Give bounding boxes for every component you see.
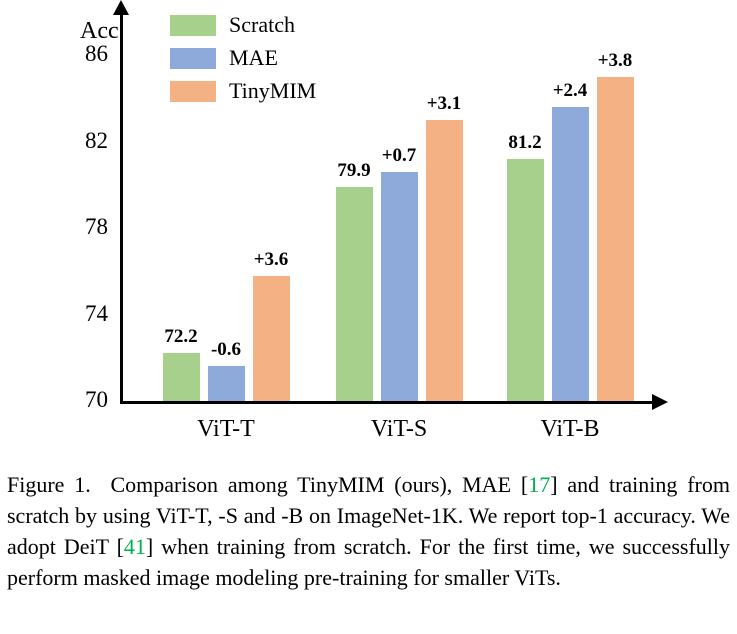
y-axis-arrow-icon [113,0,129,15]
y-tick-label: 82 [85,127,108,153]
figure-caption: Figure 1. Comparison among TinyMIM (ours… [7,469,730,593]
y-tick-label: 86 [85,41,108,67]
x-tick-label: ViT-B [540,416,600,442]
caption-text: Figure 1. Comparison among TinyMIM (ours… [7,472,529,497]
legend-item-tinymim: TinyMIM [170,80,316,102]
x-tick-label: ViT-S [370,416,428,442]
bar-value-label: +2.4 [552,80,588,102]
caption-text: ] when training from scratch. For the fi… [7,534,730,590]
bar-chart: Acc. 70 74 78 82 86 ViT-T 72.2 -0.6 +3.6 ViT-S 79.… [80,0,668,442]
bar-tinymim-vit-t [252,275,290,401]
legend-swatch [170,80,216,102]
y-axis-line [120,12,123,404]
y-tick-label: 74 [85,300,108,326]
legend-label: TinyMIM [229,78,317,103]
legend: Scratch MAE TinyMIM [170,14,316,113]
bar-scratch-vit-b [506,159,544,401]
x-axis-arrow-icon [652,394,668,410]
bar-value-label: 72.2 [164,326,198,348]
y-axis-label: Acc. [80,18,125,44]
y-tick-label: 70 [85,387,108,412]
citation-number[interactable]: 17 [528,472,551,497]
legend-swatch [170,14,216,36]
bar-mae-vit-b [551,107,589,401]
citation-number[interactable]: 41 [123,534,146,559]
y-tick-label: 78 [85,214,108,240]
legend-swatch [170,47,216,69]
bar-mae-vit-s [380,172,418,401]
bar-value-label: 79.9 [337,160,371,182]
legend-item-scratch: Scratch [170,14,316,36]
bar-scratch-vit-s [335,187,373,401]
legend-item-mae: MAE [170,47,316,69]
x-axis-line [120,401,654,404]
bar-value-label: +0.7 [381,145,417,167]
bar-scratch-vit-t [162,353,200,401]
legend-label: Scratch [229,12,295,37]
bar-value-label: +3.6 [253,248,289,270]
bar-value-label: -0.6 [210,339,242,361]
bar-tinymim-vit-b [596,77,634,401]
caption-text: ] and training from scratch by using ViT… [7,472,730,559]
x-tick-label: ViT-T [197,416,255,442]
legend-label: MAE [229,45,278,70]
bar-value-label: 81.2 [508,132,542,154]
bar-value-label: +3.1 [426,93,462,115]
bar-value-label: +3.8 [597,50,633,71]
bar-mae-vit-t [207,366,245,401]
bar-tinymim-vit-s [425,120,463,401]
plot-area: 70 74 78 82 86 ViT-T 72.2 -0.6 +3.6 ViT-S 79.9 +0.7… [85,41,634,442]
